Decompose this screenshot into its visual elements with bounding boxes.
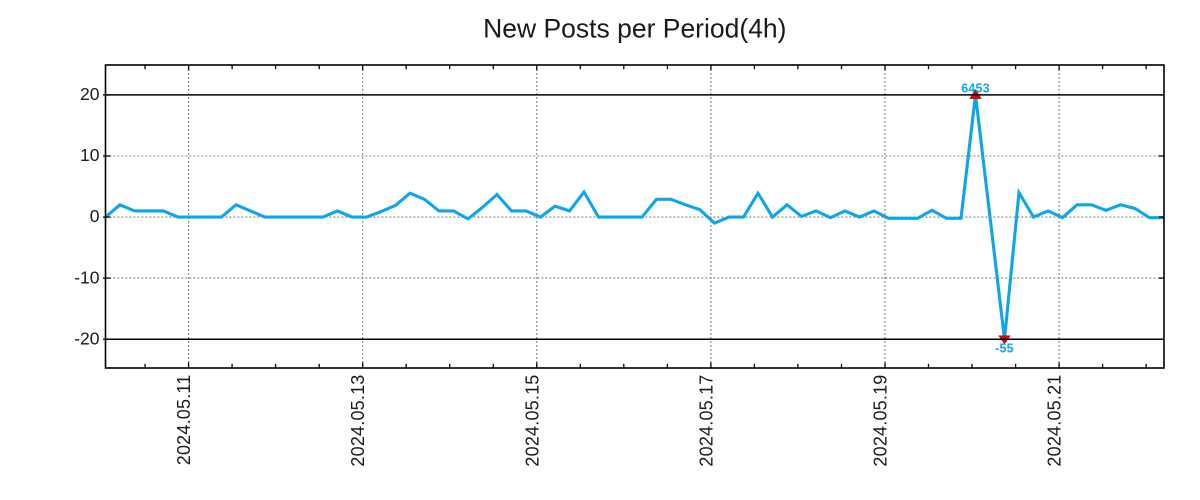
svg-text:2024.05.21: 2024.05.21 xyxy=(1045,375,1065,467)
svg-text:20: 20 xyxy=(80,84,100,104)
svg-text:2024.05.15: 2024.05.15 xyxy=(522,375,542,467)
svg-text:6453: 6453 xyxy=(961,81,990,95)
svg-text:10: 10 xyxy=(80,145,100,165)
svg-text:2024.05.17: 2024.05.17 xyxy=(696,375,716,467)
svg-text:2024.05.13: 2024.05.13 xyxy=(348,375,368,467)
svg-text:-10: -10 xyxy=(74,267,100,287)
svg-text:0: 0 xyxy=(90,206,100,226)
svg-text:-20: -20 xyxy=(74,328,100,348)
svg-text:2024.05.19: 2024.05.19 xyxy=(871,375,891,467)
svg-text:2024.05.11: 2024.05.11 xyxy=(174,375,194,466)
svg-text:-55: -55 xyxy=(995,342,1014,356)
svg-text:New Posts per Period(4h): New Posts per Period(4h) xyxy=(483,14,786,44)
